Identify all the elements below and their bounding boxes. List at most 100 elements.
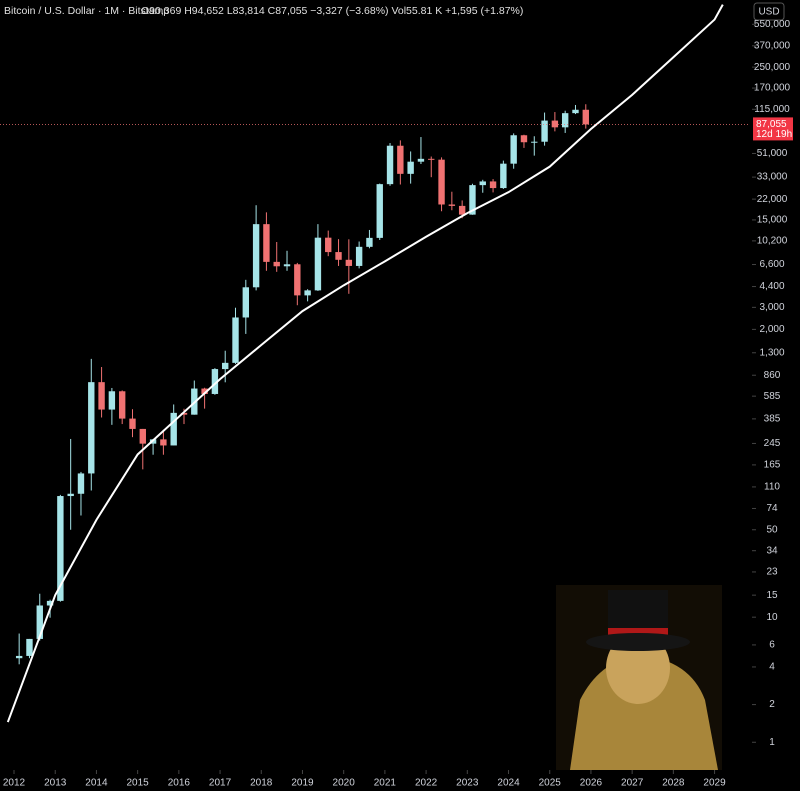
y-tick-label: 245 xyxy=(764,438,781,449)
x-tick-label: 2018 xyxy=(250,778,273,789)
y-tick-label: 51,000 xyxy=(757,148,788,159)
power-law-curve xyxy=(6,4,724,723)
x-tick-label: 2022 xyxy=(415,778,438,789)
candle-body xyxy=(376,184,383,238)
x-tick-label: 2027 xyxy=(621,778,644,789)
candle-body xyxy=(294,264,301,296)
y-tick-label: 1,300 xyxy=(759,347,784,358)
x-tick-label: 2015 xyxy=(127,778,150,789)
currency-button[interactable] xyxy=(753,2,785,21)
candle-body xyxy=(263,224,270,262)
y-tick-label: 6 xyxy=(769,640,775,651)
symbol-title: Bitcoin / U.S. Dollar · 1M · Bitstamp xyxy=(4,5,169,17)
candle-body xyxy=(551,120,559,128)
y-tick-label: 860 xyxy=(764,370,781,381)
y-tick-label: 110 xyxy=(764,482,780,493)
candle-body xyxy=(489,181,497,189)
avatar xyxy=(556,585,722,770)
x-tick-label: 2021 xyxy=(374,778,397,789)
candle-body xyxy=(160,439,167,446)
currency-label[interactable]: USD xyxy=(758,7,779,18)
candle-body xyxy=(57,496,64,601)
x-tick-label: 2020 xyxy=(333,778,356,789)
candle-body xyxy=(582,109,589,125)
candle-body xyxy=(428,158,435,160)
candle-body xyxy=(77,473,85,494)
x-tick-label: 2023 xyxy=(456,778,479,789)
candle-body xyxy=(242,287,250,318)
y-tick-label: 585 xyxy=(764,391,781,402)
y-tick-label: 33,000 xyxy=(757,172,788,183)
candle-body xyxy=(345,259,353,266)
candle-body xyxy=(386,145,394,185)
candle-body xyxy=(366,237,373,247)
x-tick-label: 2016 xyxy=(168,778,191,789)
y-tick-label: 250,000 xyxy=(754,62,791,73)
y-tick-label: 74 xyxy=(766,503,778,514)
candle-body xyxy=(314,237,322,291)
y-tick-label: 50 xyxy=(766,524,778,535)
candle-body xyxy=(211,369,219,394)
candle-body xyxy=(397,145,404,174)
candle-body xyxy=(407,161,414,174)
candle-body xyxy=(355,246,363,266)
candle-body xyxy=(180,412,188,415)
x-tick-label: 2025 xyxy=(539,778,562,789)
y-tick-label: 550,000 xyxy=(754,19,791,30)
y-tick-label: 165 xyxy=(764,460,781,471)
y-tick-label: 10 xyxy=(766,612,778,623)
candle-body xyxy=(531,141,538,143)
candle-body xyxy=(36,605,43,639)
y-tick-label: 4 xyxy=(769,662,775,673)
y-tick-label: 10,200 xyxy=(757,236,788,247)
candle-body xyxy=(335,252,342,260)
y-tick-label: 22,000 xyxy=(757,194,788,205)
last-price-label: 87,055 xyxy=(756,119,787,130)
candle-body xyxy=(283,264,291,267)
candle-body xyxy=(500,163,507,189)
x-tick-label: 2017 xyxy=(209,778,232,789)
x-tick-label: 2029 xyxy=(703,778,726,789)
y-tick-label: 15,000 xyxy=(757,215,788,226)
candle-body xyxy=(541,120,548,142)
y-tick-label: 15 xyxy=(766,590,778,601)
candle-body xyxy=(325,237,332,253)
ohlc-header: O90,369 H94,652 L83,814 C87,055 −3,327 (… xyxy=(141,5,523,17)
y-tick-label: 1 xyxy=(769,737,775,748)
candle-body xyxy=(252,224,260,288)
candle-body xyxy=(510,135,517,164)
y-tick-label: 4,400 xyxy=(759,281,784,292)
x-tick-label: 2019 xyxy=(291,778,314,789)
candle-body xyxy=(170,412,177,446)
x-tick-label: 2014 xyxy=(85,778,108,789)
candle-body xyxy=(26,638,33,656)
x-tick-label: 2028 xyxy=(662,778,685,789)
candle-body xyxy=(67,493,74,497)
y-tick-label: 370,000 xyxy=(754,40,791,51)
x-tick-label: 2026 xyxy=(580,778,603,789)
candle-body xyxy=(438,159,445,205)
candle-body xyxy=(15,655,23,659)
candle-body xyxy=(304,290,311,296)
candle-body xyxy=(520,135,528,143)
candle-body xyxy=(222,362,229,370)
candle-body xyxy=(139,428,146,444)
candle-body xyxy=(448,204,456,206)
candle-body xyxy=(118,391,126,419)
y-tick-label: 2,000 xyxy=(759,324,784,335)
y-tick-label: 3,000 xyxy=(759,302,784,313)
candle-body xyxy=(469,185,476,215)
last-price-box xyxy=(753,117,793,141)
candle-body xyxy=(129,418,136,429)
candle-body xyxy=(108,391,116,410)
y-tick-label: 170,000 xyxy=(754,83,791,94)
y-tick-label: 34 xyxy=(766,545,778,556)
x-tick-label: 2012 xyxy=(3,778,26,789)
y-tick-label: 385 xyxy=(764,414,781,425)
candle-body xyxy=(46,600,54,606)
candle-body xyxy=(232,317,239,363)
x-tick-label: 2024 xyxy=(497,778,520,789)
candle-body xyxy=(479,181,486,186)
candle-body xyxy=(98,382,105,410)
